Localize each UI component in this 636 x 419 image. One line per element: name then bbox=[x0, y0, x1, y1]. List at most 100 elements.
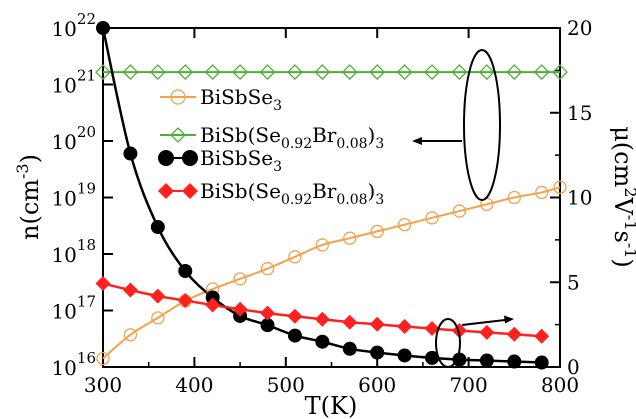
y-left-tick-label: 1021 bbox=[51, 67, 96, 98]
mobility-bisbse3-point bbox=[288, 250, 302, 264]
mobility-bisb-se-br-point bbox=[341, 64, 358, 80]
mobility-bisb-se-br-point bbox=[506, 64, 523, 80]
markers bbox=[95, 21, 568, 370]
legend-label-mobility-bisbse3: BiSbSe3 bbox=[200, 85, 282, 114]
carrier-bisb-se-br-point bbox=[534, 328, 550, 344]
mobility-bisbse3-point bbox=[535, 185, 549, 200]
mobility-bisbse3-point bbox=[260, 262, 275, 276]
legend-marker-carrier-bisb-se-br bbox=[158, 183, 174, 199]
mobility-bisb-se-br-point bbox=[259, 64, 276, 80]
carrier-bisbse3-point bbox=[260, 318, 275, 333]
carrier-bisb-se-br-point bbox=[506, 326, 522, 342]
mobility-bisbse3-point bbox=[425, 211, 439, 225]
mobility-bisbse3-point bbox=[96, 351, 110, 366]
carrier-bisb-se-br-point bbox=[95, 276, 111, 292]
mobility-bisb-se-br-point bbox=[232, 64, 249, 80]
mobility-bisb-se-br-point bbox=[177, 64, 194, 80]
mobility-bisb-se-br-point bbox=[369, 64, 386, 80]
mobility-bisb-se-br-point bbox=[95, 64, 111, 80]
y-left-tick-label: 1016 bbox=[51, 349, 96, 380]
mobility-bisbse3-point bbox=[123, 328, 138, 342]
carrier-bisb-se-br-point bbox=[177, 293, 193, 309]
y-left-tick-label: 1019 bbox=[51, 180, 96, 211]
carrier-bisbse3-point bbox=[370, 345, 385, 360]
axis-ticks: 300 400 500 600 700 8001016101710181019102010… bbox=[51, 10, 592, 397]
mobility-bisbse3-point bbox=[553, 180, 567, 194]
carrier-bisb-se-br-point bbox=[232, 301, 248, 317]
mobility-bisb-se-br-point bbox=[314, 64, 331, 80]
legend-marker-carrier-bisbse3 bbox=[182, 150, 198, 166]
mobility-bisb-se-br-point bbox=[204, 64, 221, 80]
mobility-bisbse3-point bbox=[343, 231, 357, 245]
mobility-bisb-se-br-point bbox=[149, 64, 166, 80]
mobility-bisb-se-br-point bbox=[533, 64, 550, 80]
carrier-bisb-se-br-point bbox=[369, 316, 385, 332]
carrier-bisbse3-point bbox=[425, 350, 440, 365]
x-tick-label: 800 bbox=[541, 373, 579, 397]
y-left-axis-title: n(cm-3) bbox=[13, 154, 44, 240]
legend: BiSbSe3BiSb(Se0.92Br0.08)3BiSbSe3BiSb(Se… bbox=[158, 85, 384, 208]
carrier-bisb-se-br-point bbox=[451, 323, 467, 339]
carrier-bisb-se-br-point bbox=[150, 288, 166, 304]
y-left-tick-label: 1022 bbox=[51, 10, 96, 41]
annotation-arrow-1 bbox=[412, 137, 462, 145]
annotation-ellipse-2 bbox=[435, 318, 461, 368]
carrier-bisbse3-point bbox=[315, 334, 330, 349]
legend-marker-carrier-bisb-se-br bbox=[182, 183, 198, 199]
carrier-bisb-se-br-point bbox=[342, 314, 358, 330]
y-right-tick-label: 5 bbox=[567, 270, 580, 294]
legend-marker-mobility-bisb-se-br bbox=[170, 127, 186, 143]
carrier-bisbse3-point bbox=[452, 352, 467, 367]
svg-text:n(cm-3): n(cm-3) bbox=[13, 154, 44, 240]
carrier-bisb-se-br-point bbox=[260, 305, 276, 321]
carrier-bisbse3-point bbox=[534, 355, 549, 370]
y-right-tick-label: 15 bbox=[567, 101, 592, 125]
legend-label-carrier-bisb-se-br: BiSb(Se0.92Br0.08)3 bbox=[200, 179, 384, 208]
y-left-tick-label: 1017 bbox=[51, 293, 96, 324]
mobility-bisbse3-point bbox=[452, 204, 467, 218]
mobility-bisb-se-br-point bbox=[424, 64, 440, 80]
x-tick-label: 600 bbox=[358, 373, 396, 397]
legend-label-carrier-bisbse3: BiSbSe3 bbox=[200, 146, 282, 175]
x-tick-label: 700 bbox=[450, 373, 488, 397]
carrier-bisbse3-point bbox=[507, 354, 522, 369]
x-tick-label: 500 bbox=[267, 373, 305, 397]
y-left-tick-label: 1018 bbox=[51, 236, 96, 267]
x-tick-label: 400 bbox=[175, 373, 213, 397]
carrier-bisb-se-br-point bbox=[397, 319, 413, 335]
carrier-bisbse3-point bbox=[123, 146, 138, 161]
mobility-bisbse3-point bbox=[151, 311, 165, 325]
carrier-bisbse3-point bbox=[205, 290, 220, 305]
mobility-bisb-se-br-point bbox=[478, 64, 495, 80]
carrier-bisbse3-point bbox=[342, 341, 357, 356]
mobility-bisb-se-br-point bbox=[451, 64, 468, 80]
mobility-bisbse3-point bbox=[397, 217, 412, 232]
carrier-bisbse3-point bbox=[397, 348, 412, 363]
carrier-bisb-se-br-point bbox=[314, 311, 330, 327]
y-right-tick-label: 10 bbox=[567, 186, 592, 210]
mobility-bisb-se-br-point bbox=[287, 64, 303, 80]
annotation-ellipse-1 bbox=[463, 49, 501, 201]
carrier-bisbse3-point bbox=[96, 21, 110, 35]
carrier-bisbse3-point bbox=[178, 264, 193, 279]
svg-text:μ(cm2V-1s-1): μ(cm2V-1s-1) bbox=[609, 126, 636, 268]
legend-marker-mobility-bisbse3 bbox=[170, 89, 186, 105]
carrier-bisbse3-point bbox=[150, 220, 165, 235]
carrier-bisb-se-br-point bbox=[424, 321, 440, 337]
y-right-axis-title: μ(cm2V-1s-1) bbox=[609, 126, 636, 268]
mobility-bisb-se-br-point bbox=[552, 64, 568, 80]
y-right-tick-label: 20 bbox=[567, 16, 592, 40]
carrier-bisb-se-br-point bbox=[122, 282, 138, 298]
carrier-bisb-se-br-point bbox=[287, 308, 303, 324]
mobility-bisbse3-point bbox=[315, 238, 330, 252]
y-left-tick-label: 1020 bbox=[51, 123, 96, 154]
x-tick-label: 300 bbox=[84, 373, 122, 397]
carrier-bisb-se-br-point bbox=[479, 324, 495, 340]
carrier-bisbse3-point bbox=[287, 328, 302, 343]
y-right-tick-label: 0 bbox=[567, 355, 580, 379]
mobility-bisb-se-br-point bbox=[396, 64, 413, 80]
x-axis-title: T(K) bbox=[305, 392, 358, 419]
carrier-bisb-se-br-point bbox=[205, 297, 221, 313]
mobility-bisbse3-point bbox=[370, 224, 384, 239]
